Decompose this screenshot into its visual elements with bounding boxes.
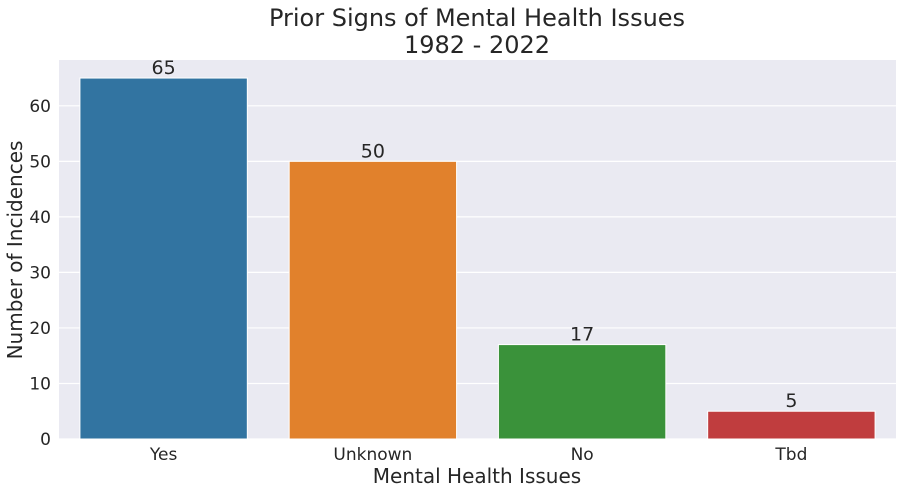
y-tick-label: 30 — [29, 263, 51, 283]
chart-subtitle: 1982 - 2022 — [404, 31, 550, 59]
bars — [79, 77, 876, 440]
bar-yes — [79, 77, 248, 440]
bar-unknown — [288, 160, 458, 440]
data-labels: 65 50 17 5 — [152, 57, 798, 412]
x-tick-label-unknown: Unknown — [333, 445, 412, 465]
bar-tbd — [707, 410, 876, 440]
data-label-yes: 65 — [152, 57, 176, 79]
x-tick-label-no: No — [571, 445, 594, 465]
x-axis-ticks: Yes Unknown No Tbd — [149, 445, 807, 465]
y-tick-label: 20 — [29, 319, 51, 339]
y-tick-label: 10 — [29, 374, 51, 394]
y-axis-ticks: 0 10 20 30 40 50 60 — [29, 97, 51, 450]
x-tick-label-tbd: Tbd — [774, 445, 807, 465]
chart-title: Prior Signs of Mental Health Issues — [269, 4, 685, 32]
y-tick-label: 60 — [29, 97, 51, 117]
y-axis-title: Number of Incidences — [3, 141, 27, 360]
bar-no — [497, 344, 667, 440]
x-tick-label-yes: Yes — [149, 445, 178, 465]
y-tick-label: 50 — [29, 152, 51, 172]
data-label-tbd: 5 — [785, 390, 797, 412]
data-label-unknown: 50 — [361, 140, 385, 162]
data-label-no: 17 — [570, 324, 594, 346]
y-tick-label: 0 — [40, 430, 51, 450]
x-axis-title: Mental Health Issues — [373, 464, 581, 488]
y-tick-label: 40 — [29, 208, 51, 228]
